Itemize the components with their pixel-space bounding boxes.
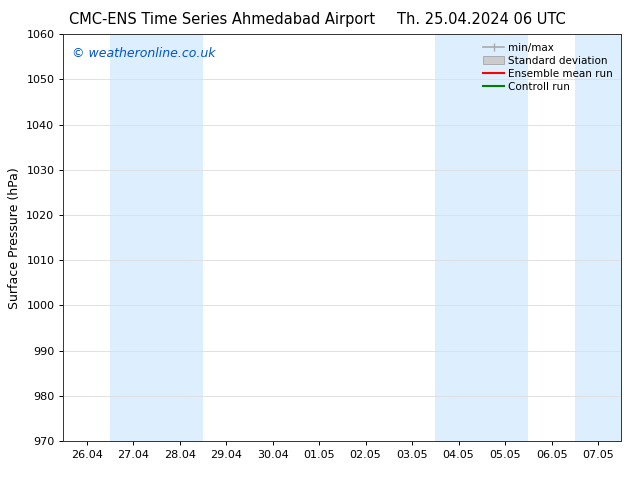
Y-axis label: Surface Pressure (hPa): Surface Pressure (hPa) [8, 167, 21, 309]
Text: Th. 25.04.2024 06 UTC: Th. 25.04.2024 06 UTC [398, 12, 566, 27]
Legend: min/max, Standard deviation, Ensemble mean run, Controll run: min/max, Standard deviation, Ensemble me… [480, 40, 616, 95]
Bar [436, 34, 528, 441]
Text: © weatheronline.co.uk: © weatheronline.co.uk [72, 47, 216, 59]
Bar [575, 34, 621, 441]
Bar [110, 34, 203, 441]
Text: CMC-ENS Time Series Ahmedabad Airport: CMC-ENS Time Series Ahmedabad Airport [69, 12, 375, 27]
